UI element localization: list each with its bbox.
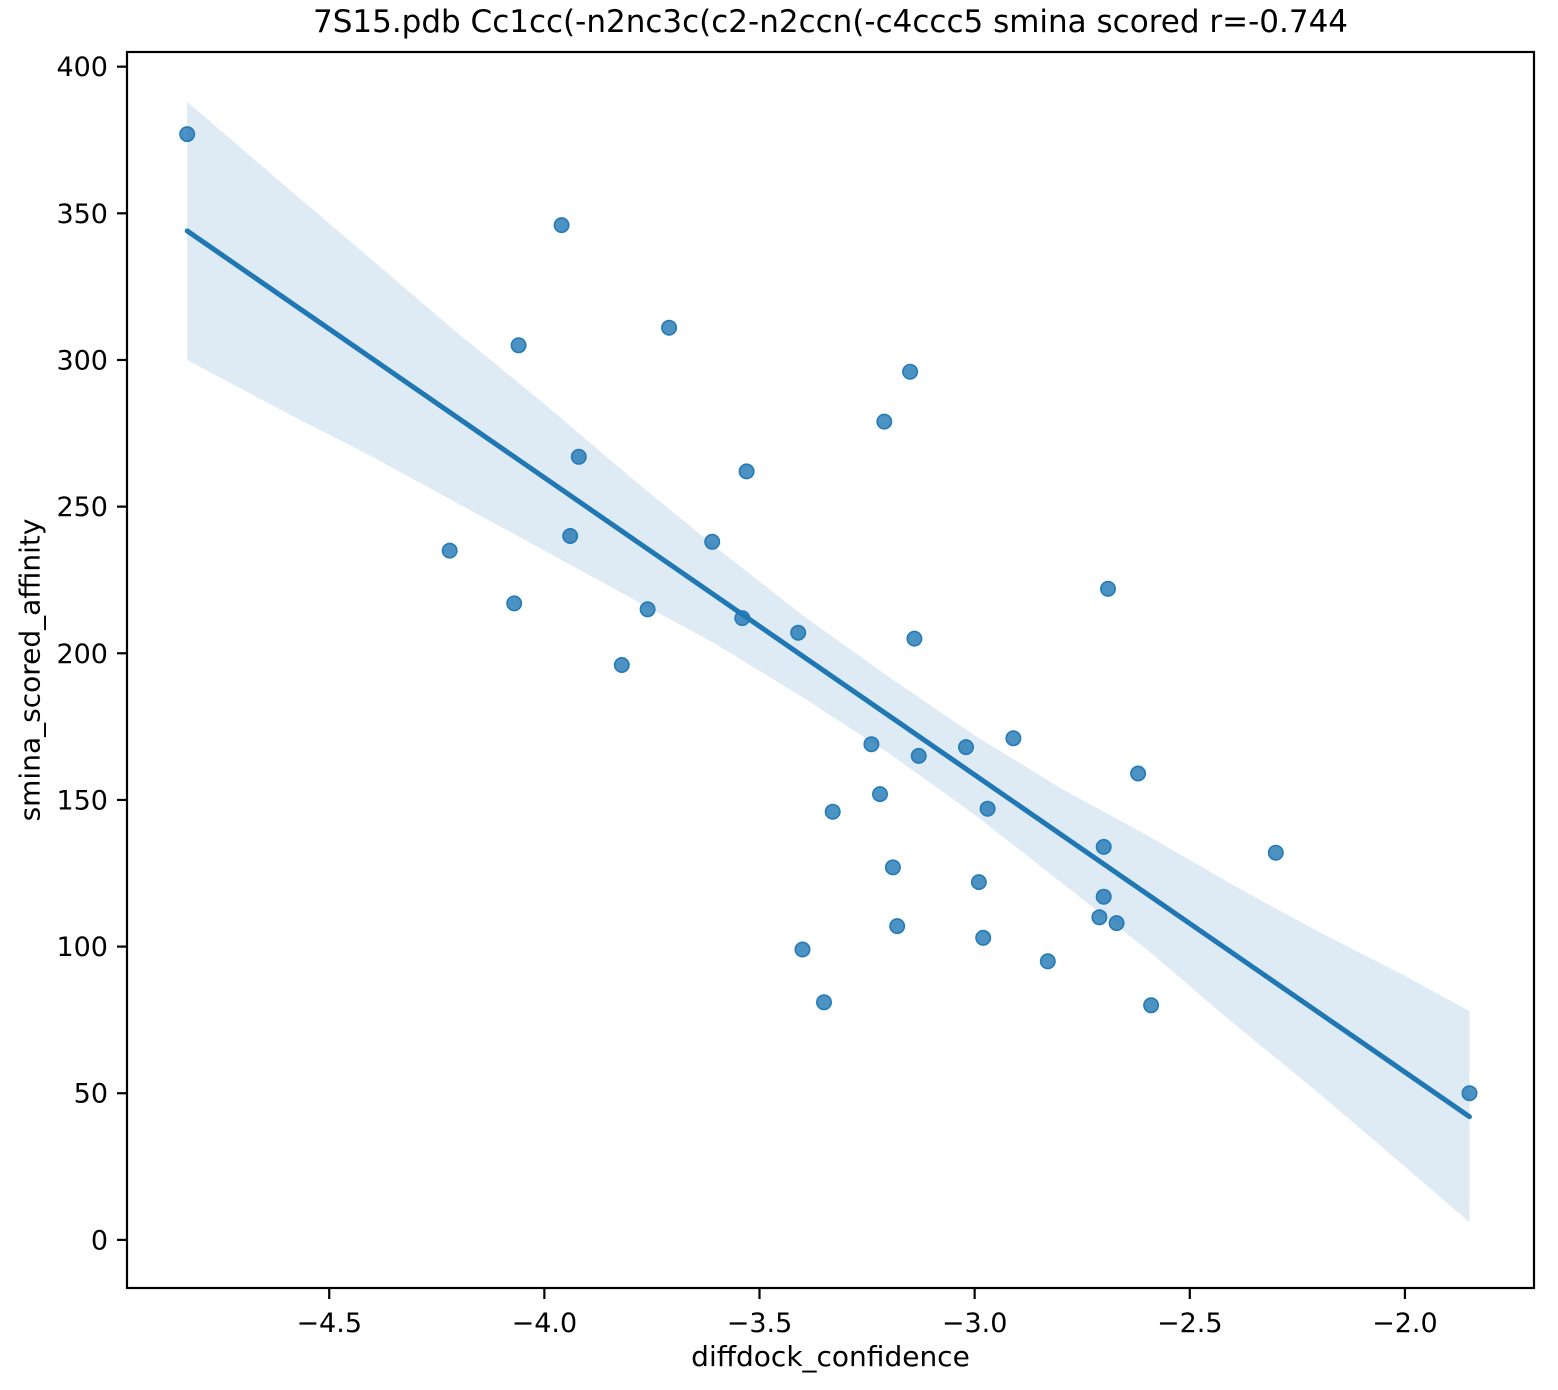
scatter-point (975, 929, 992, 946)
scatter-point (506, 595, 523, 612)
scatter-point (1130, 765, 1147, 782)
scatter-point (562, 527, 579, 544)
scatter-point (957, 739, 974, 756)
axis-ticks (117, 65, 1407, 1299)
x-axis-label: diffdock_confidence (691, 1340, 970, 1373)
axis-tick-labels: −4.5 −4.0 −3.5 −3.0 −2.5 −2.0 0 50 100 150 200 250 3… (56, 52, 1437, 1339)
scatter-point (790, 624, 807, 641)
scatter-point (910, 747, 927, 764)
axes-spines (125, 50, 1536, 1290)
scatter-point (889, 918, 906, 935)
x-tick-label: −2.5 (1157, 1308, 1223, 1339)
scatter-point (906, 630, 923, 647)
x-tick-label: −4.5 (296, 1308, 362, 1339)
scatter-point (970, 874, 987, 891)
scatter-point (1091, 909, 1108, 926)
scatter-point (441, 542, 458, 559)
scatter-point (871, 786, 888, 803)
scatter-point (661, 319, 678, 336)
y-tick-label: 350 (56, 199, 108, 230)
scatter-point (639, 601, 656, 618)
scatter-point (1005, 730, 1022, 747)
scatter-point (570, 448, 587, 465)
y-tick-label: 300 (56, 345, 108, 376)
scatter-point (1095, 888, 1112, 905)
y-tick-label: 400 (56, 52, 108, 83)
scatter-point (1095, 838, 1112, 855)
scatter-points (179, 126, 1478, 1102)
scatter-point (1039, 953, 1056, 970)
y-tick-label: 150 (56, 785, 108, 816)
y-tick-label: 0 (91, 1225, 108, 1256)
scatter-point (824, 803, 841, 820)
regression-line (184, 228, 1472, 1120)
x-tick-label: −3.5 (727, 1308, 793, 1339)
scatter-point (884, 859, 901, 876)
scatter-point (815, 994, 832, 1011)
scatter-point (794, 941, 811, 958)
chart-title: 7S15.pdb Cc1cc(-n2nc3c(c2-n2ccn(-c4ccc5 … (312, 4, 1349, 40)
scatter-point (704, 533, 721, 550)
scatter-point (553, 217, 570, 234)
scatter-point (613, 656, 630, 673)
y-tick-label: 50 (74, 1079, 108, 1110)
scatter-point (179, 126, 196, 143)
scatter-point (738, 463, 755, 480)
scatter-point (1461, 1085, 1478, 1102)
scatter-point (979, 800, 996, 817)
confidence-band (187, 101, 1470, 1223)
scatter-point (1100, 580, 1117, 597)
scatter-point (1143, 997, 1160, 1014)
scatter-point (863, 736, 880, 753)
x-tick-label: −2.0 (1372, 1308, 1438, 1339)
scatter-point (876, 413, 893, 430)
y-tick-label: 200 (56, 639, 108, 670)
x-tick-label: −4.0 (512, 1308, 578, 1339)
scatter-point (1267, 844, 1284, 861)
y-tick-label: 100 (56, 932, 108, 963)
scatter-point (734, 610, 751, 627)
y-tick-label: 250 (56, 492, 108, 523)
scatter-point (1108, 915, 1125, 932)
scatter-point (510, 337, 527, 354)
x-tick-label: −3.0 (942, 1308, 1008, 1339)
y-axis-label: smina_scored_affinity (13, 518, 47, 822)
scatter-point (902, 363, 919, 380)
